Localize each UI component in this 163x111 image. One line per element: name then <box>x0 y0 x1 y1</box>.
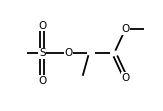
Text: O: O <box>64 48 73 58</box>
Text: O: O <box>38 76 46 86</box>
Text: O: O <box>121 24 130 34</box>
Text: S: S <box>39 48 46 58</box>
Text: O: O <box>38 21 46 31</box>
Text: O: O <box>121 73 130 83</box>
